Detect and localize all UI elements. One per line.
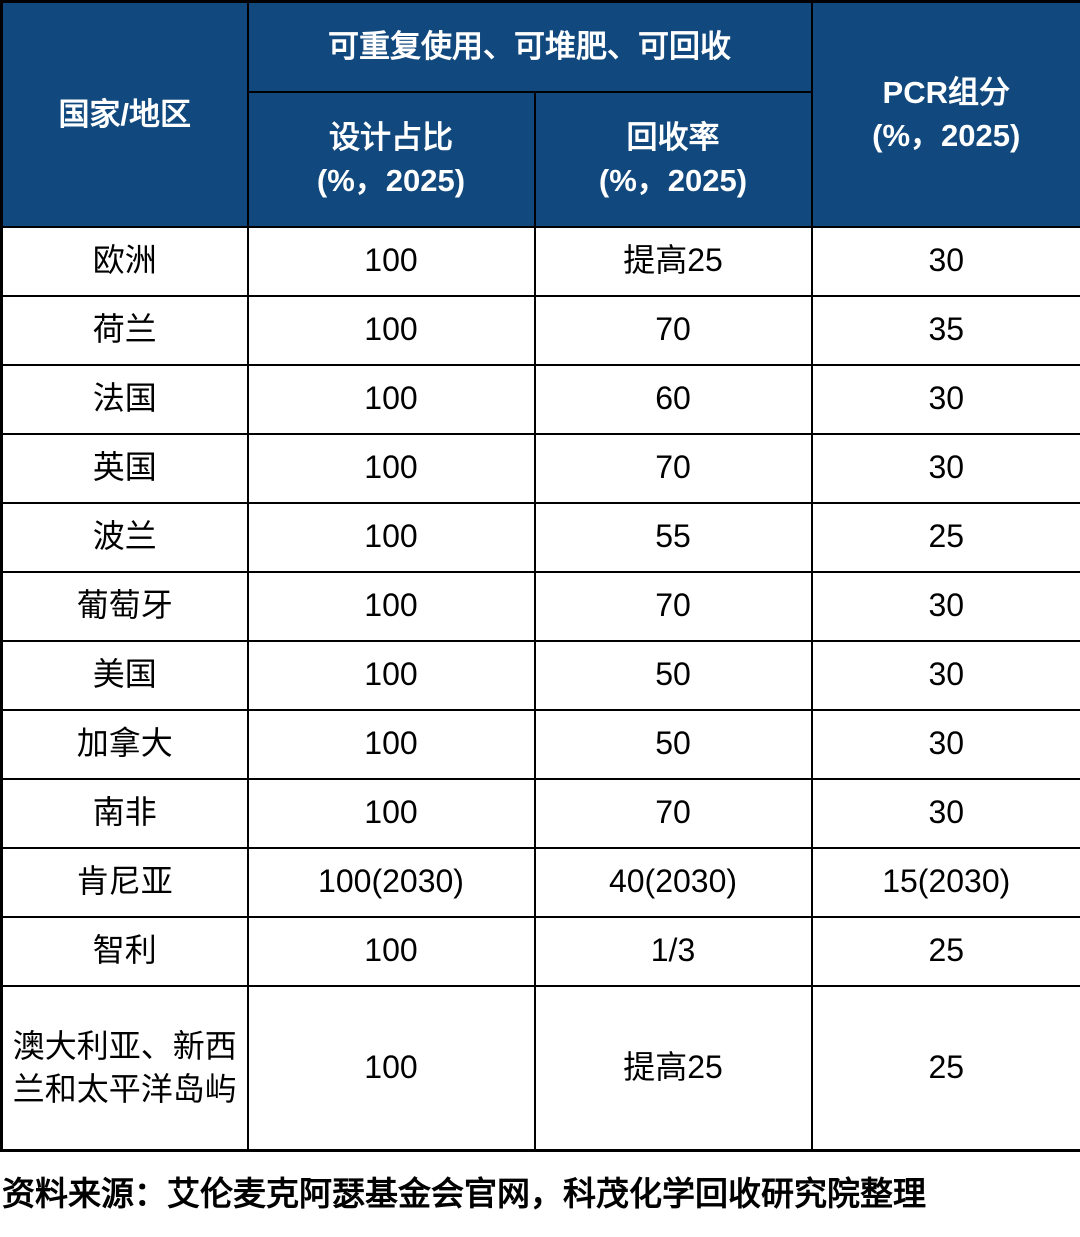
table-row: 波兰 100 55 25 — [0, 501, 1080, 573]
header-design-share-label: 设计占比 — [329, 119, 453, 155]
pcr-cell: 30 — [810, 432, 1080, 504]
table-row: 美国 100 50 30 — [0, 639, 1080, 711]
recycle-rate-cell: 70 — [533, 570, 813, 642]
header-row-1: 国家/地区 可重复使用、可堆肥、可回收 PCR组分 (%，2025) — [0, 0, 1080, 228]
design-share-cell: 100 — [246, 915, 536, 987]
design-share-cell: 100 — [246, 432, 536, 504]
pcr-cell: 30 — [810, 708, 1080, 780]
header-recycle-rate: 回收率 (%，2025) — [533, 90, 813, 228]
recycle-rate-cell: 提高25 — [533, 984, 813, 1152]
recycle-rate-cell: 60 — [533, 363, 813, 435]
design-share-cell: 100 — [246, 225, 536, 297]
country-cell: 欧洲 — [0, 225, 249, 297]
pcr-cell: 15(2030) — [810, 846, 1080, 918]
header-pcr-label: PCR组分 — [882, 74, 1010, 110]
table-row: 加拿大 100 50 30 — [0, 708, 1080, 780]
table-row: 欧洲 100 提高25 30 — [0, 225, 1080, 297]
header-pcr-unit: (%，2025) — [872, 118, 1021, 154]
table-row: 荷兰 100 70 35 — [0, 294, 1080, 366]
table-row: 法国 100 60 30 — [0, 363, 1080, 435]
design-share-cell: 100 — [246, 294, 536, 366]
country-cell: 荷兰 — [0, 294, 249, 366]
table-row: 澳大利亚、新西兰和太平洋岛屿 100 提高25 25 — [0, 984, 1080, 1152]
design-share-cell: 100(2030) — [246, 846, 536, 918]
recycle-rate-cell: 提高25 — [533, 225, 813, 297]
design-share-cell: 100 — [246, 570, 536, 642]
header-row-2: 设计占比 (%，2025) 回收率 (%，2025) — [2, 90, 1080, 228]
pcr-cell: 30 — [810, 363, 1080, 435]
table-row: 智利 100 1/3 25 — [0, 915, 1080, 987]
table-row: 肯尼亚 100(2030) 40(2030) 15(2030) — [0, 846, 1080, 918]
header-design-share: 设计占比 (%，2025) — [246, 90, 536, 228]
design-share-cell: 100 — [246, 639, 536, 711]
pcr-cell: 35 — [810, 294, 1080, 366]
country-cell: 英国 — [0, 432, 249, 504]
pcr-cell: 25 — [810, 984, 1080, 1152]
header-country-region: 国家/地区 — [0, 0, 249, 228]
recycle-rate-cell: 50 — [533, 708, 813, 780]
pcr-cell: 25 — [810, 501, 1080, 573]
recycling-policy-table: 国家/地区 可重复使用、可堆肥、可回收 PCR组分 (%，2025) 设计占比 … — [0, 0, 1080, 1152]
design-share-cell: 100 — [246, 363, 536, 435]
pcr-cell: 30 — [810, 570, 1080, 642]
design-share-cell: 100 — [246, 777, 536, 849]
source-note: 资料来源：艾伦麦克阿瑟基金会官网，科茂化学回收研究院整理 — [2, 1174, 926, 1212]
country-cell: 加拿大 — [0, 708, 249, 780]
country-cell: 美国 — [0, 639, 249, 711]
country-cell: 智利 — [0, 915, 249, 987]
country-cell: 肯尼亚 — [0, 846, 249, 918]
country-cell: 澳大利亚、新西兰和太平洋岛屿 — [0, 984, 249, 1152]
pcr-cell: 30 — [810, 225, 1080, 297]
table-row: 英国 100 70 30 — [0, 432, 1080, 504]
country-cell: 法国 — [0, 363, 249, 435]
design-share-cell: 100 — [246, 984, 536, 1152]
header-recycle-rate-label: 回收率 — [626, 119, 720, 155]
table-row: 葡萄牙 100 70 30 — [0, 570, 1080, 642]
recycle-rate-cell: 70 — [533, 432, 813, 504]
header-pcr-component: PCR组分 (%，2025) — [810, 0, 1080, 228]
country-cell: 葡萄牙 — [0, 570, 249, 642]
design-share-cell: 100 — [246, 501, 536, 573]
recycle-rate-cell: 70 — [533, 777, 813, 849]
recycle-rate-cell: 70 — [533, 294, 813, 366]
recycle-rate-cell: 40(2030) — [533, 846, 813, 918]
header-group-reusable-compostable-recyclable: 可重复使用、可堆肥、可回收 — [246, 0, 813, 93]
header-design-share-unit: (%，2025) — [316, 163, 466, 198]
pcr-cell: 30 — [810, 639, 1080, 711]
table-row: 南非 100 70 30 — [0, 777, 1080, 849]
recycle-rate-cell: 1/3 — [533, 915, 813, 987]
pcr-cell: 25 — [810, 915, 1080, 987]
recycle-rate-cell: 50 — [533, 639, 813, 711]
recycle-rate-cell: 55 — [533, 501, 813, 573]
country-cell: 波兰 — [0, 501, 249, 573]
table-header: 国家/地区 可重复使用、可堆肥、可回收 PCR组分 (%，2025) 设计占比 … — [0, 0, 1080, 228]
pcr-cell: 30 — [810, 777, 1080, 849]
design-share-cell: 100 — [246, 708, 536, 780]
header-recycle-rate-unit: (%，2025) — [598, 163, 748, 198]
table-body: 欧洲 100 提高25 30 荷兰 100 70 35 法国 100 60 30… — [0, 225, 1080, 1152]
country-cell: 南非 — [0, 777, 249, 849]
